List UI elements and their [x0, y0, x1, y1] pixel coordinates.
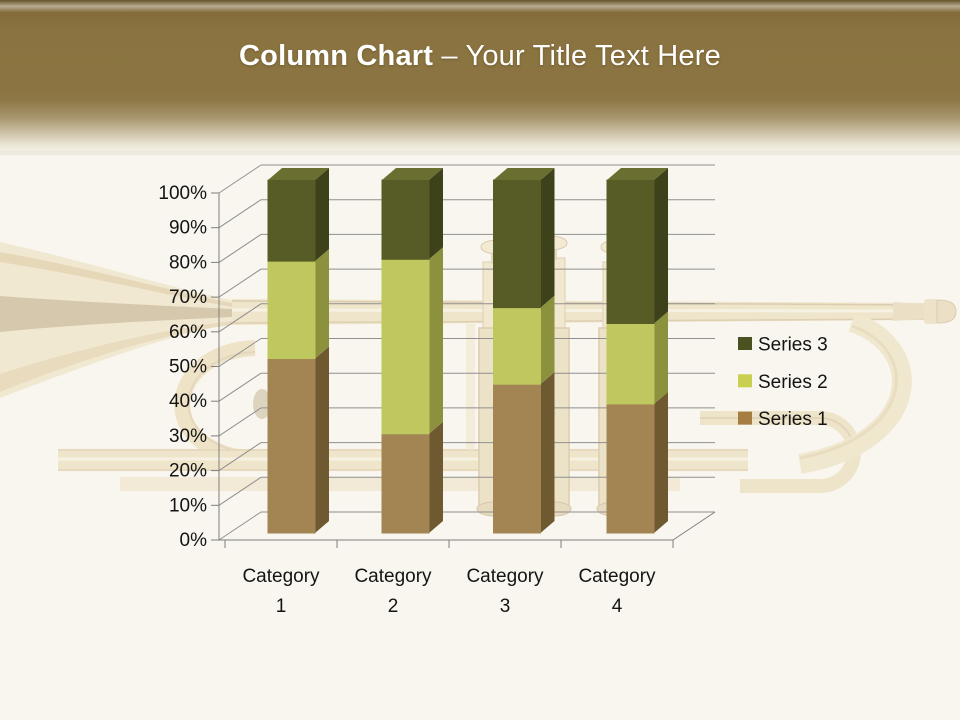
y-tick-label: 10%	[169, 495, 207, 516]
column-segment	[493, 383, 541, 534]
y-tick-label: 90%	[169, 218, 207, 239]
y-axis-labels: 0% 10% 20% 30% 40% 50% 60% 70% 80% 90% 100%	[158, 183, 207, 551]
column-segment-side	[540, 372, 555, 533]
y-tick-label: 60%	[169, 322, 207, 343]
slide-header-band: Column Chart – Your Title Text Here	[0, 0, 960, 158]
column-top-face	[382, 168, 443, 180]
category-label-line2: 4	[612, 596, 623, 617]
column-segment	[267, 358, 316, 534]
y-tick-label: 30%	[169, 426, 207, 447]
category-labels: Category 1 Category 2 Category 3 Category 4	[242, 566, 656, 617]
slide-title: Column Chart – Your Title Text Here	[0, 40, 960, 73]
y-tick-label: 50%	[169, 357, 207, 378]
column-segment-side	[654, 311, 668, 404]
category-label: Category	[466, 566, 544, 587]
legend-swatch	[738, 411, 752, 425]
column-top-face	[268, 168, 329, 180]
legend-label: Series 1	[758, 409, 828, 430]
column-segment	[493, 307, 541, 385]
column-segment	[606, 179, 655, 324]
category-label-line2: 2	[388, 596, 399, 617]
y-tick-label: 20%	[169, 461, 207, 482]
category-label-line2: 1	[276, 596, 287, 617]
category-label: Category	[242, 566, 320, 587]
column-segment-side	[654, 168, 668, 324]
category-label: Category	[578, 566, 656, 587]
column-segment	[267, 179, 316, 262]
column-segment-side	[429, 421, 443, 533]
category-label: Category	[354, 566, 432, 587]
mouthpiece	[893, 302, 926, 321]
column-segment	[381, 258, 430, 435]
legend: Series 3 Series 2 Series 1	[738, 335, 828, 430]
header-divider	[0, 151, 960, 155]
y-tick-label: 40%	[169, 391, 207, 412]
column-segment-side	[315, 249, 329, 359]
slide-title-bold: Column Chart	[239, 40, 434, 72]
column-segment	[606, 323, 655, 405]
column-segment	[267, 260, 316, 360]
axis-lines	[211, 192, 716, 548]
column-segment-side	[315, 168, 329, 262]
column-segment-side	[429, 247, 443, 434]
column-segment-side	[654, 391, 668, 533]
columns	[267, 168, 668, 534]
column-segment-side	[429, 168, 443, 260]
legend-swatch	[738, 337, 752, 350]
column-segment	[381, 179, 430, 260]
y-tick-label: 70%	[169, 287, 207, 308]
legend-swatch	[738, 374, 752, 388]
column-segment-side	[315, 346, 329, 533]
category-label-line2: 3	[500, 596, 511, 617]
column-segment	[381, 433, 430, 534]
column-segment	[606, 403, 655, 534]
y-tick-label: 0%	[180, 530, 208, 551]
legend-label: Series 3	[758, 335, 828, 356]
column-segment-side	[540, 168, 555, 308]
column-top-face	[493, 168, 555, 180]
legend-label: Series 2	[758, 372, 828, 393]
column-top-face	[607, 168, 668, 180]
slide-title-rest: – Your Title Text Here	[433, 40, 721, 72]
column-segment-side	[540, 295, 555, 385]
y-tick-label: 100%	[158, 183, 207, 204]
y-tick-label: 80%	[169, 252, 207, 273]
column-segment	[493, 179, 541, 309]
